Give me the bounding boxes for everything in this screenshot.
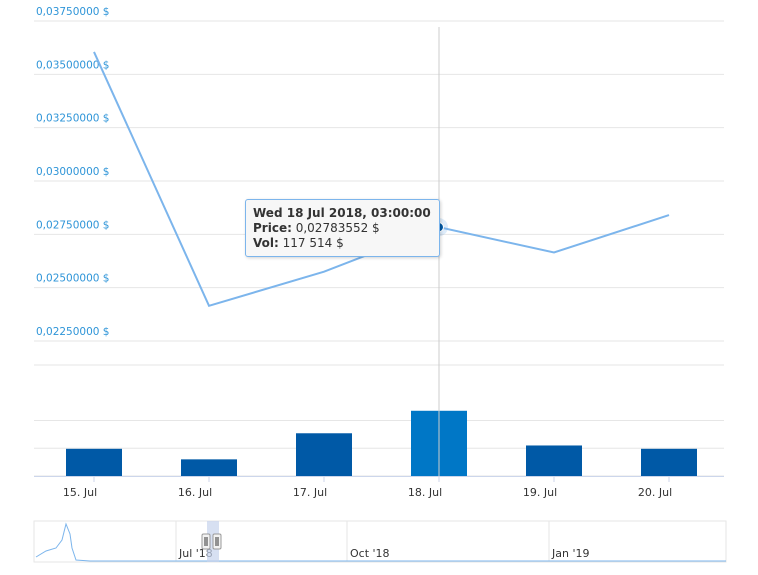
tooltip-price-value: 0,02783552 $ <box>295 221 380 235</box>
price-series-line[interactable] <box>93 51 670 308</box>
tooltip-vol-label: Vol: <box>253 236 279 250</box>
tooltip-date: Wed 18 Jul 2018, 03:00:00 <box>253 206 431 220</box>
volume-gridlines <box>34 364 724 477</box>
volume-bar[interactable] <box>181 459 237 476</box>
tooltip-vol-value: 117 514 $ <box>282 236 344 250</box>
x-tick-label: 18. Jul <box>408 486 442 499</box>
navigator-label: Oct '18 <box>350 547 390 560</box>
x-tick-label: 17. Jul <box>293 486 327 499</box>
x-tick-label: 20. Jul <box>638 486 672 499</box>
price-y-tick-label: 0,02500000 $ <box>36 273 109 285</box>
price-y-tick-label: 0,03250000 $ <box>36 113 109 125</box>
price-y-tick-label: 0,02750000 $ <box>36 219 109 231</box>
price-y-tick-label: 0,03500000 $ <box>36 59 109 71</box>
volume-bar[interactable] <box>296 433 352 476</box>
x-tick-label: 16. Jul <box>178 486 212 499</box>
x-tick-label: 19. Jul <box>523 486 557 499</box>
navigator-left-handle[interactable] <box>201 533 211 550</box>
tooltip: Wed 18 Jul 2018, 03:00:00 Price: 0,02783… <box>245 199 440 257</box>
navigator-frame <box>33 520 727 563</box>
x-tick-label: 15. Jul <box>63 486 97 499</box>
navigator-label: Jul '18 <box>178 547 213 560</box>
price-gridlines <box>34 20 724 342</box>
tooltip-price-label: Price: <box>253 221 292 235</box>
price-y-tick-label: 0,03000000 $ <box>36 166 109 178</box>
navigator[interactable]: Jul '18 Oct '18 Jan '19 <box>33 520 727 563</box>
navigator-label: Jan '19 <box>551 547 589 560</box>
price-y-tick-label: 0,02250000 $ <box>36 326 109 338</box>
price-y-axis: 0,02250000 $ 0,02500000 $ 0,02750000 $ 0,03… <box>36 6 109 338</box>
navigator-right-handle[interactable] <box>212 533 222 550</box>
volume-bar[interactable] <box>526 445 582 476</box>
volume-bar[interactable] <box>641 448 697 476</box>
volume-bar[interactable] <box>66 448 122 476</box>
price-y-tick-label: 0,03750000 $ <box>36 6 109 18</box>
navigator-series <box>35 522 726 562</box>
x-axis: 15. Jul 16. Jul 17. Jul 18. Jul 19. Jul 20. J… <box>34 476 724 499</box>
